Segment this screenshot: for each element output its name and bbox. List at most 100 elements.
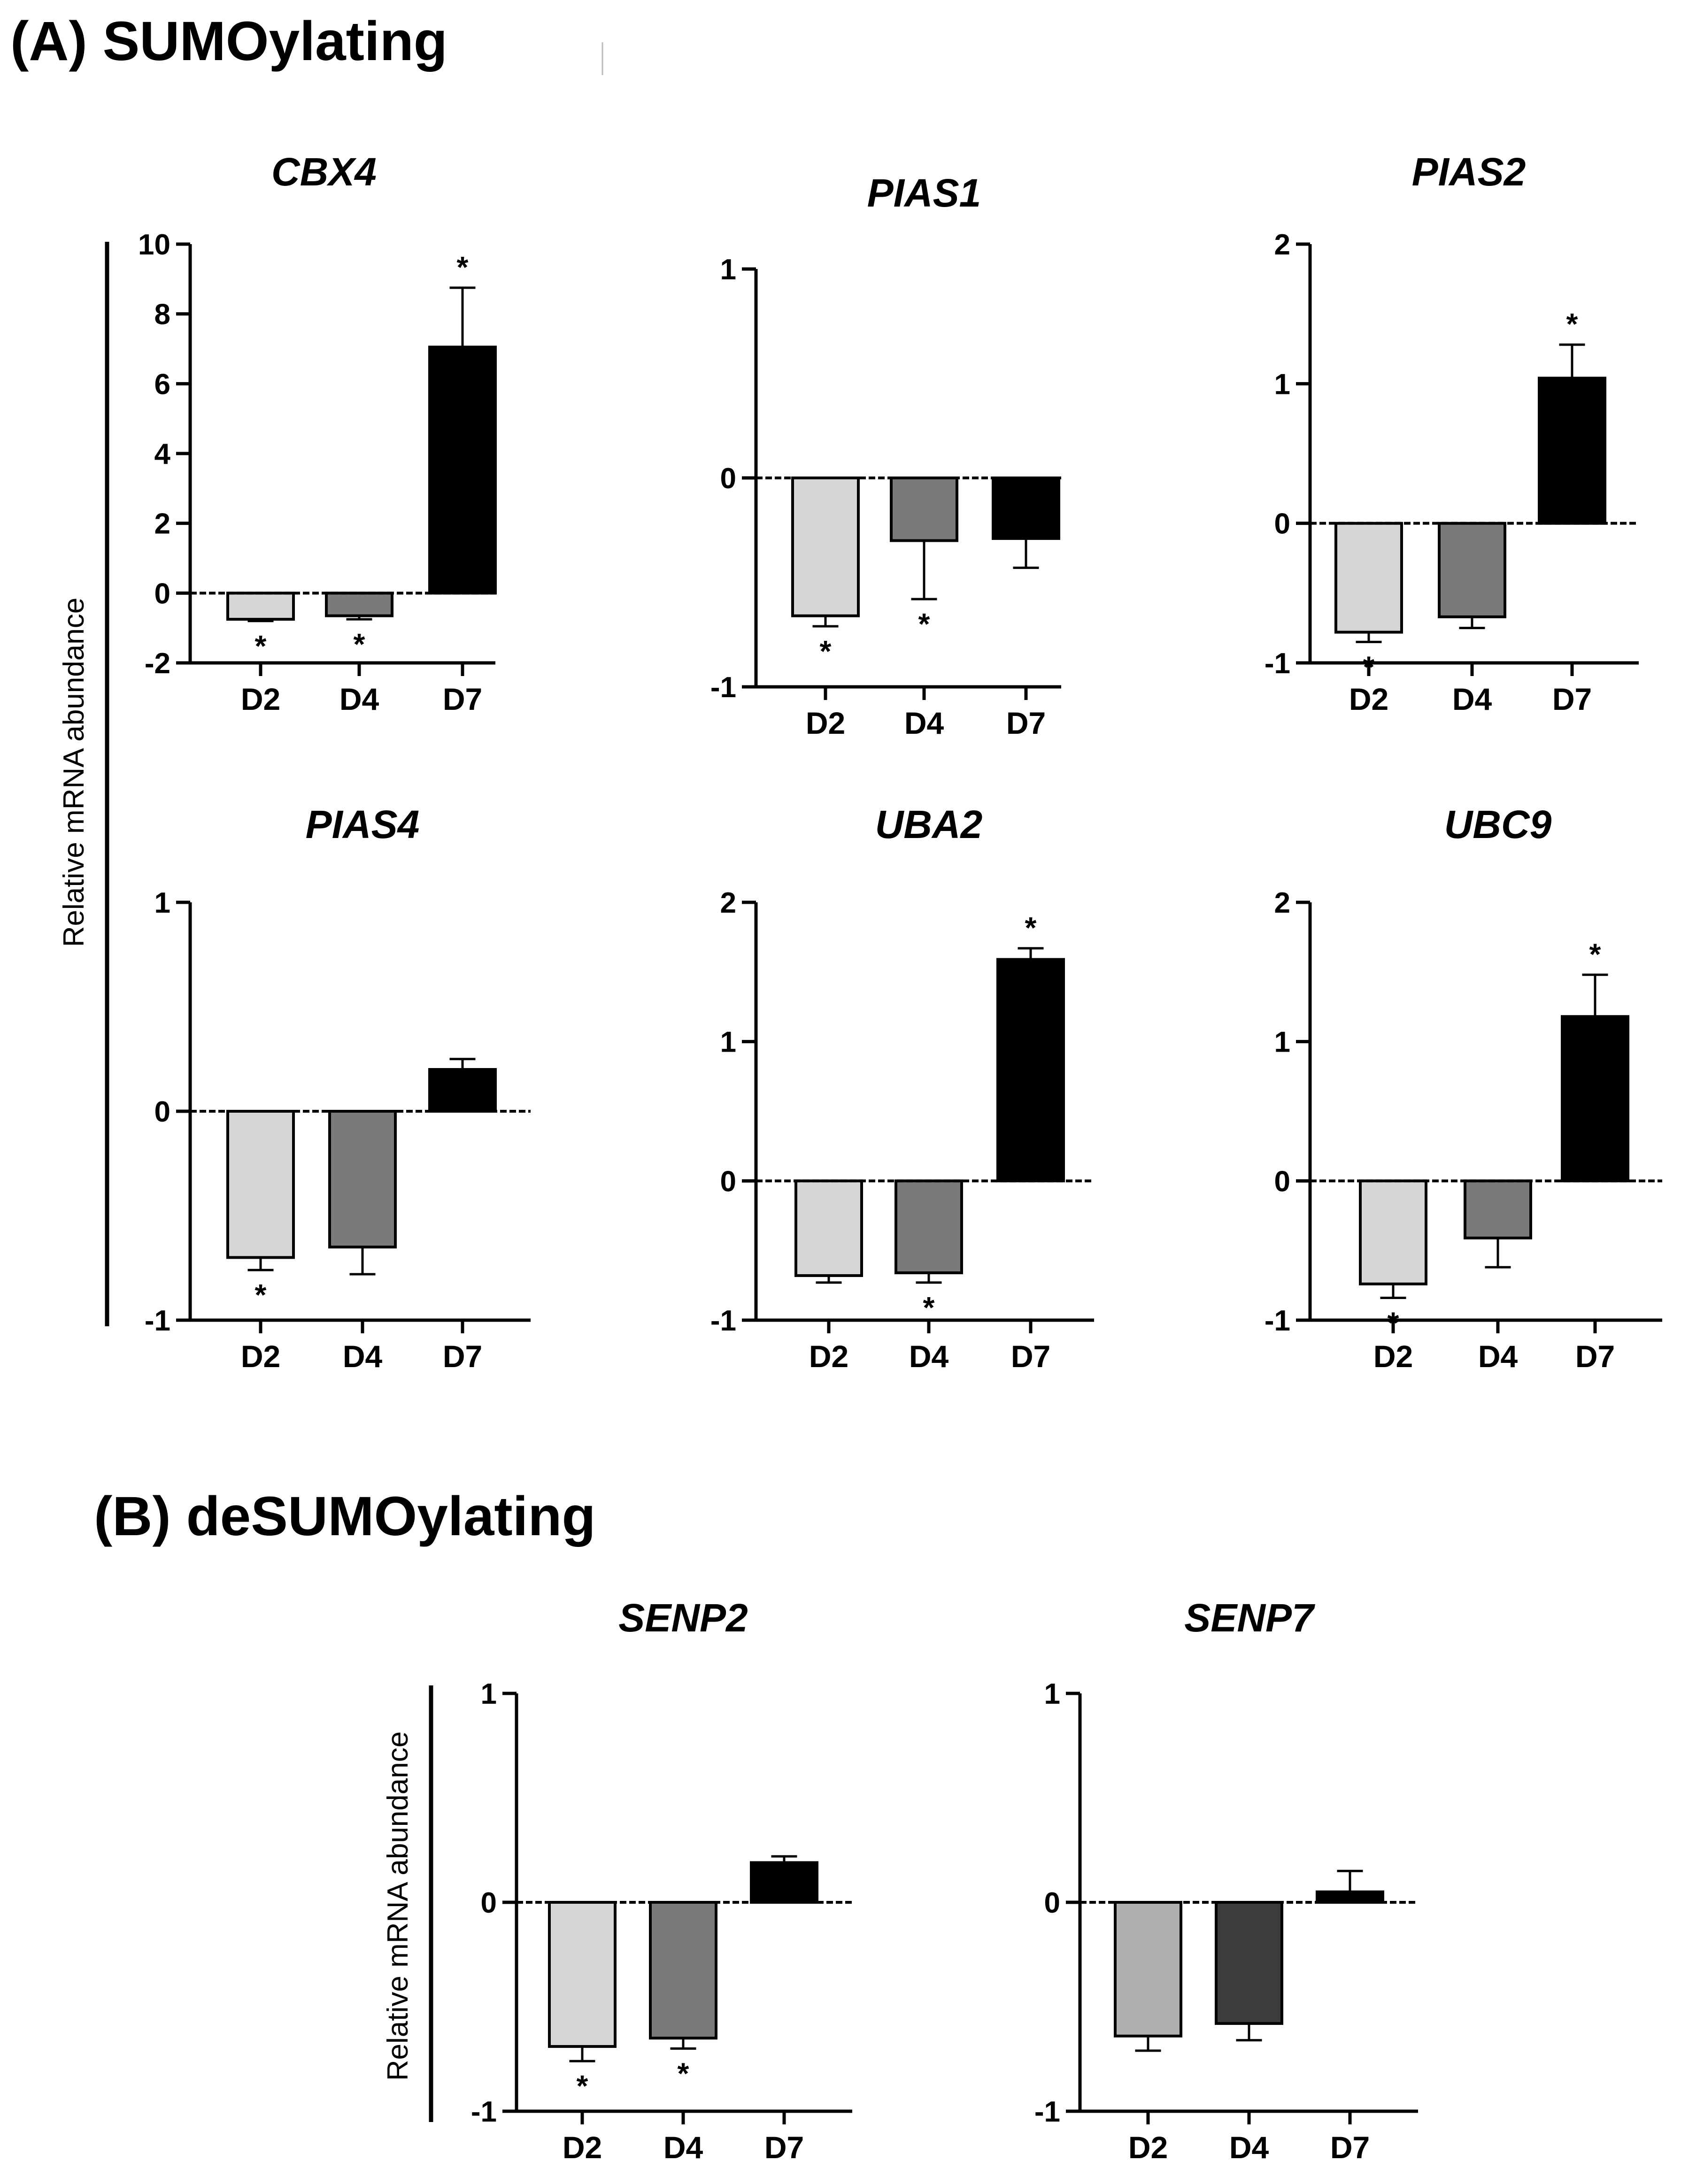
category-label: D7 xyxy=(443,1339,482,1374)
y-tick-label: 1 xyxy=(720,254,736,286)
y-tick-label: 0 xyxy=(481,1887,497,1919)
section-b-title: (B) deSUMOylating xyxy=(94,1485,596,1547)
bar-D2 xyxy=(1114,1901,1182,2038)
category-label: D7 xyxy=(1006,706,1046,740)
y-tick-label: 1 xyxy=(481,1678,497,1710)
y-tick-label: -2 xyxy=(145,647,170,680)
bar-D4 xyxy=(890,477,958,542)
bar-D7 xyxy=(428,346,497,595)
y-tick-label: -1 xyxy=(710,671,736,704)
y-tick-label: 2 xyxy=(1274,887,1290,919)
significance-star: * xyxy=(1363,650,1375,684)
category-label: D2 xyxy=(241,1339,280,1374)
section-b-ylabel: Relative mRNA abundance xyxy=(382,1731,414,2081)
chart-title: UBA2 xyxy=(875,802,983,846)
bar-D2 xyxy=(791,477,860,617)
y-tick-label: 1 xyxy=(1274,368,1290,400)
chart-pias4: PIAS4 -1 0 1 D2 * D4 D7 xyxy=(145,802,531,1374)
y-tick-label: -1 xyxy=(471,2096,497,2128)
category-label: D2 xyxy=(1349,682,1388,716)
bar-D4 xyxy=(1464,1179,1532,1239)
bar-D7 xyxy=(750,1861,818,1904)
y-tick-label: -1 xyxy=(1265,647,1290,680)
y-tick-label: 0 xyxy=(720,1165,736,1198)
bar-D7 xyxy=(1538,377,1606,525)
chart-cbx4: CBX4 -2 0 2 4 6 8 10 D2 * D4 * D7 * xyxy=(138,150,497,716)
y-tick-label: 1 xyxy=(154,887,170,919)
category-label: D2 xyxy=(1128,2130,1168,2165)
y-tick-label: -1 xyxy=(1034,2096,1060,2128)
bar-D2 xyxy=(1359,1179,1427,1285)
chart-uba2: UBA2 -1 0 1 2 D2 D4 * D7 * xyxy=(710,802,1094,1374)
category-label: D2 xyxy=(241,682,280,716)
chart-title: PIAS1 xyxy=(867,171,981,215)
category-label: D4 xyxy=(904,706,944,740)
chart-senp7: SENP7 -1 0 1 D2 D4 D7 xyxy=(1034,1596,1418,2165)
category-label: D7 xyxy=(443,682,482,716)
category-label: D2 xyxy=(806,706,845,740)
category-label: D4 xyxy=(1452,682,1492,716)
significance-star: * xyxy=(255,1278,267,1312)
bar-D2 xyxy=(794,1179,863,1277)
chart-title: PIAS4 xyxy=(306,802,420,846)
y-tick-label: 4 xyxy=(154,438,171,470)
category-label: D2 xyxy=(809,1339,848,1374)
category-label: D7 xyxy=(1011,1339,1050,1374)
significance-star: * xyxy=(1566,307,1578,341)
significance-star: * xyxy=(354,627,365,661)
category-label: D4 xyxy=(909,1339,949,1374)
category-label: D4 xyxy=(343,1339,383,1374)
y-tick-label: 0 xyxy=(720,462,736,495)
y-tick-label: 2 xyxy=(154,508,170,540)
category-label: D2 xyxy=(563,2130,602,2165)
section-a-title: (A) SUMOylating xyxy=(10,10,447,72)
y-tick-label: 6 xyxy=(154,368,170,400)
category-label: D4 xyxy=(339,682,379,716)
y-tick-label: 1 xyxy=(720,1026,736,1059)
bar-D2 xyxy=(226,1110,295,1259)
significance-star: * xyxy=(457,250,469,284)
bar-D4 xyxy=(1215,1901,1283,2025)
bar-D2 xyxy=(226,592,295,621)
bar-D7 xyxy=(1316,1890,1384,1904)
bar-D4 xyxy=(894,1179,963,1275)
significance-star: * xyxy=(923,1291,935,1324)
category-label: D2 xyxy=(1373,1339,1413,1374)
bar-D4 xyxy=(325,592,393,617)
chart-title: SENP7 xyxy=(1184,1596,1315,1640)
significance-star: * xyxy=(678,2057,689,2091)
category-label: D7 xyxy=(1575,1339,1615,1374)
category-label: D4 xyxy=(1478,1339,1518,1374)
category-label: D7 xyxy=(1330,2130,1370,2165)
y-tick-label: -1 xyxy=(710,1305,736,1337)
y-tick-label: 0 xyxy=(1044,1887,1060,1919)
chart-title: CBX4 xyxy=(271,150,377,194)
bar-D7 xyxy=(428,1068,497,1113)
bar-D4 xyxy=(649,1901,717,2040)
y-tick-label: 8 xyxy=(154,299,170,331)
y-tick-label: 0 xyxy=(1274,508,1290,540)
y-tick-label: -1 xyxy=(1265,1305,1290,1337)
bar-D2 xyxy=(1334,522,1403,634)
chart-title: UBC9 xyxy=(1444,802,1552,846)
bar-D7 xyxy=(992,477,1060,540)
category-label: D7 xyxy=(764,2130,804,2165)
bar-D4 xyxy=(1438,522,1506,618)
chart-senp2: SENP2 -1 0 1 D2 * D4 * D7 xyxy=(471,1596,852,2165)
chart-title: PIAS2 xyxy=(1412,150,1526,194)
y-tick-label: 2 xyxy=(720,887,736,919)
y-tick-label: 1 xyxy=(1274,1026,1290,1059)
significance-star: * xyxy=(255,629,267,663)
y-tick-label: 2 xyxy=(1274,229,1290,261)
y-tick-label: 10 xyxy=(138,229,170,261)
bar-D7 xyxy=(1561,1015,1629,1183)
category-label: D4 xyxy=(1229,2130,1269,2165)
category-label: D4 xyxy=(663,2130,703,2165)
y-tick-label: 0 xyxy=(154,577,170,610)
y-tick-label: 0 xyxy=(154,1096,170,1128)
section-a-ylabel: Relative mRNA abundance xyxy=(58,598,90,947)
significance-star: * xyxy=(918,607,930,641)
category-label: D7 xyxy=(1552,682,1592,716)
